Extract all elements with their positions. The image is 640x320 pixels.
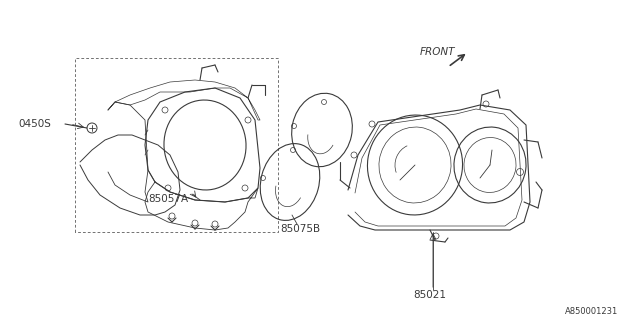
Text: 0450S: 0450S bbox=[18, 119, 51, 129]
Text: 85075B: 85075B bbox=[280, 224, 320, 234]
Text: 85057A: 85057A bbox=[148, 194, 188, 204]
Text: FRONT: FRONT bbox=[420, 47, 456, 57]
Text: 85021: 85021 bbox=[413, 290, 447, 300]
Text: A850001231: A850001231 bbox=[564, 307, 618, 316]
